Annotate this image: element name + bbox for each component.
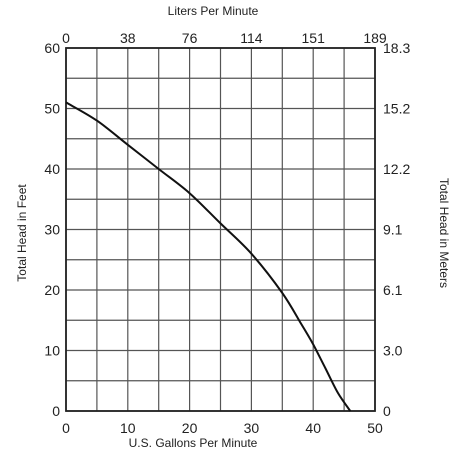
y-tick-label: 40 [44,161,60,177]
grid-layer [65,47,376,412]
curve-layer [65,101,352,412]
x-tick-label: 0 [62,420,70,436]
right-tick-label: 9.1 [383,222,403,238]
top-tick-label: 189 [363,30,387,46]
x-tick-label: 40 [305,420,321,436]
y-tick-label: 0 [52,403,60,419]
y-tick-label: 20 [44,282,60,298]
top-tick-label: 38 [120,30,136,46]
right-tick-label: 12.2 [383,161,410,177]
top-axis-title: Liters Per Minute [168,4,259,18]
y-tick-label: 60 [44,40,60,56]
right-tick-label: 0 [383,403,391,419]
y-tick-label: 50 [44,101,60,117]
y-tick-label: 30 [44,222,60,238]
top-tick-label: 151 [302,30,326,46]
x-tick-label: 50 [367,420,383,436]
x-tick-label: 10 [120,420,136,436]
pump-performance-curve [65,101,352,412]
right-tick-label: 6.1 [383,282,403,298]
right-tick-label: 3.0 [383,343,403,359]
top-tick-label: 0 [62,30,70,46]
x-tick-label: 30 [244,420,260,436]
top-tick-label: 76 [182,30,198,46]
y-axis-title: Total Head in Feet [15,184,29,282]
y-tick-label: 10 [44,343,60,359]
top-tick-label: 114 [240,30,263,46]
label-layer: 0 10 20 30 40 500 38 76 114 151 189010203040506003… [44,30,410,436]
x-axis-title: U.S. Gallons Per Minute [129,436,258,450]
right-tick-label: 15.2 [383,101,410,117]
right-axis-title: Total Head in Meters [437,178,451,288]
right-tick-label: 18.3 [383,40,410,56]
x-tick-label: 20 [182,420,198,436]
plot-frame [65,47,376,412]
